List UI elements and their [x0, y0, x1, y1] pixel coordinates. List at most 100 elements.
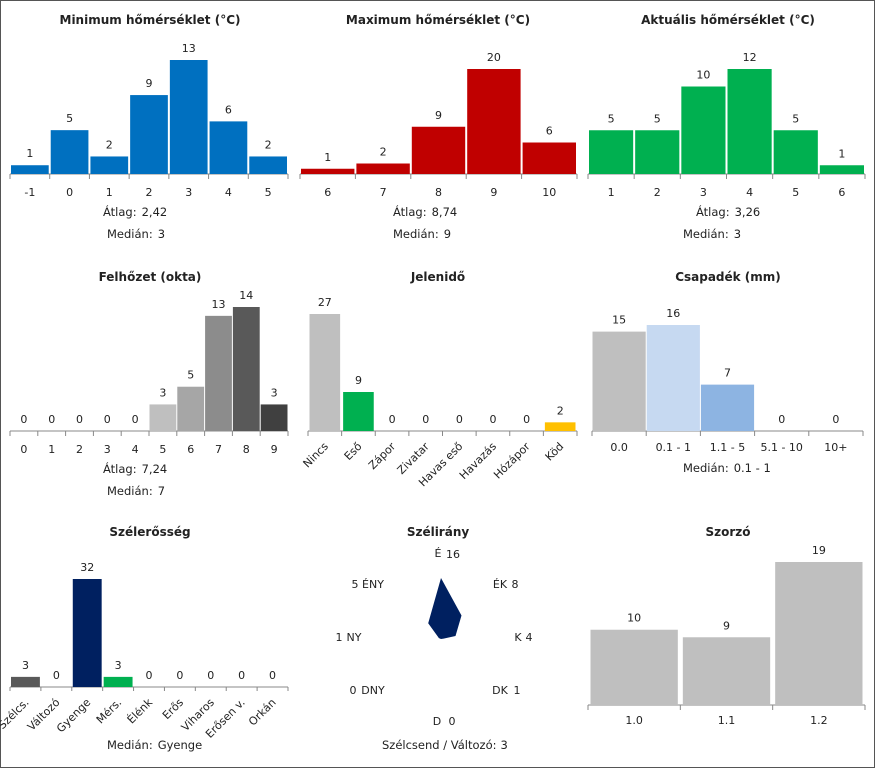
category-label: 6	[324, 186, 331, 199]
data-label: 13	[212, 298, 226, 311]
category-label: 5	[265, 186, 272, 199]
category-label: Eső	[342, 440, 365, 463]
category-label: 9	[490, 186, 497, 199]
mean-stat: Átlag: 8,74	[393, 205, 457, 219]
median-stat: Medián: 7	[107, 484, 165, 498]
direction-label: K	[514, 631, 522, 644]
mean-stat-value: 7,24	[141, 462, 168, 476]
median-stat-label: Medián:	[683, 461, 729, 475]
median-stat: Medián: Gyenge	[107, 738, 202, 752]
mean-stat-label: Átlag:	[103, 205, 137, 219]
category-label: 6	[187, 443, 194, 456]
bar	[72, 579, 102, 687]
data-label: 9	[435, 109, 442, 122]
category-label: -1	[24, 186, 35, 199]
wind-calm-footer: Szélcsend / Változó: 3	[382, 738, 508, 752]
direction-value: 8	[512, 578, 519, 591]
bar	[646, 325, 700, 431]
data-label: 1	[26, 147, 33, 160]
direction-value: 1	[514, 684, 521, 697]
category-label: 1	[608, 186, 615, 199]
bar	[11, 676, 40, 687]
chart-title: Csapadék (mm)	[675, 270, 781, 284]
bar	[522, 142, 576, 174]
direction-label: DK	[492, 684, 508, 697]
chart-title: Felhőzet (okta)	[99, 270, 202, 284]
data-label: 0	[176, 669, 183, 682]
mean-stat-value: 3,26	[734, 205, 761, 219]
category-label: Erős	[160, 696, 186, 722]
direction-label: D	[433, 715, 441, 728]
chart-title: Aktuális hőmérséklet (°C)	[641, 13, 815, 27]
bar	[301, 168, 355, 174]
data-label: 20	[487, 51, 501, 64]
category-label: 7	[380, 186, 387, 199]
mean-stat: Átlag: 3,26	[696, 205, 760, 219]
bar	[249, 156, 287, 174]
data-label: 0	[146, 669, 153, 682]
category-label: Hózápor	[491, 440, 533, 482]
median-stat-label: Medián:	[683, 227, 729, 241]
category-label: Köd	[543, 440, 567, 464]
bar	[50, 130, 89, 174]
bar	[177, 386, 205, 431]
data-label: 15	[612, 314, 626, 327]
median-stat: Medián: 0.1 - 1	[683, 461, 771, 475]
data-label: 6	[546, 125, 553, 138]
data-label: 27	[318, 296, 332, 309]
category-label: 8	[243, 443, 250, 456]
direction-label: NY	[347, 631, 362, 644]
category-label: 4	[225, 186, 232, 199]
category-label: 1.0	[625, 714, 643, 727]
direction-label: DNY	[361, 684, 385, 697]
chart-title: Minimum hőmérséklet (°C)	[60, 13, 241, 27]
data-label: 5	[187, 369, 194, 382]
category-label: 9	[271, 443, 278, 456]
category-label: 2	[654, 186, 661, 199]
chart-title: Szorzó	[705, 525, 750, 539]
data-label: 1	[324, 151, 331, 164]
data-label: 10	[627, 612, 641, 625]
median-stat-label: Medián:	[107, 227, 153, 241]
data-label: 0	[238, 669, 245, 682]
data-label: 16	[666, 307, 680, 320]
data-label: 0	[456, 413, 463, 426]
category-label: 0.0	[610, 441, 628, 454]
category-label: Zápor	[366, 440, 399, 473]
data-label: 9	[355, 374, 362, 387]
mean-stat: Átlag: 2,42	[103, 205, 167, 219]
data-label: 0	[76, 413, 83, 426]
category-label: 10	[542, 186, 556, 199]
data-label: 0	[422, 413, 429, 426]
data-label: 0	[207, 669, 214, 682]
mean-stat-value: 2,42	[141, 205, 168, 219]
bar	[411, 126, 466, 174]
bar	[773, 130, 818, 174]
data-label: 0	[523, 413, 530, 426]
direction-label: É	[435, 547, 442, 560]
data-label: 2	[265, 138, 272, 151]
data-label: 6	[225, 103, 232, 116]
category-label: 3	[185, 186, 192, 199]
mean-stat-label: Átlag:	[103, 462, 137, 476]
data-label: 7	[724, 367, 731, 380]
data-label: 0	[269, 669, 276, 682]
chart-title: Jelenidő	[410, 270, 465, 284]
bar	[635, 130, 680, 174]
category-label: 1.2	[810, 714, 828, 727]
category-label: 0	[66, 186, 73, 199]
data-label: 0	[104, 413, 111, 426]
data-label: 19	[812, 544, 826, 557]
bar	[727, 69, 772, 174]
data-label: 0	[132, 413, 139, 426]
median-stat-value: 3	[733, 227, 742, 241]
data-label: 9	[146, 77, 153, 90]
direction-value: 1	[336, 631, 343, 644]
bar	[149, 404, 177, 431]
category-label: 6	[838, 186, 845, 199]
data-label: 0	[53, 669, 60, 682]
bar	[130, 95, 168, 174]
direction-value: 0	[449, 715, 456, 728]
category-label: 2	[76, 443, 83, 456]
